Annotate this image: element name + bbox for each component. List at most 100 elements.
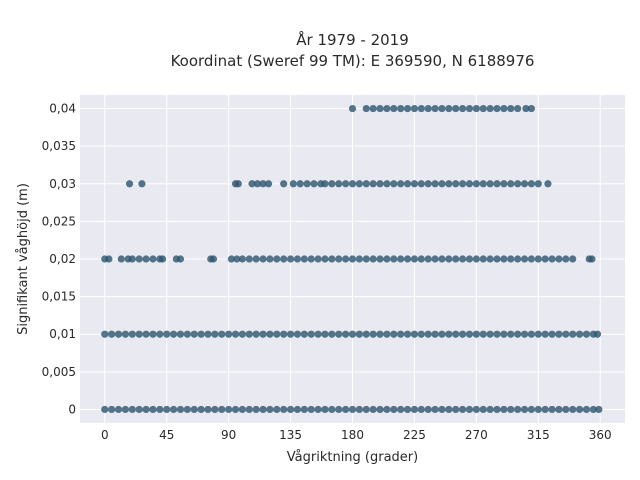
data-point (355, 255, 363, 263)
data-point (176, 330, 185, 338)
x-tick-label: 315 (527, 428, 550, 442)
data-point (273, 255, 281, 263)
data-point (417, 180, 425, 188)
data-point (259, 405, 267, 414)
data-point (424, 330, 432, 338)
data-point (548, 330, 556, 338)
data-point (479, 180, 487, 188)
data-point (286, 255, 295, 263)
data-point (362, 104, 370, 113)
data-point (142, 330, 150, 338)
data-point (273, 330, 281, 338)
data-point (211, 405, 219, 414)
data-point (465, 180, 474, 188)
data-point (459, 405, 467, 414)
data-point (362, 180, 370, 188)
data-point (266, 330, 274, 338)
data-point (307, 330, 315, 338)
data-point (417, 104, 425, 113)
y-tick-label: 0,02 (49, 252, 76, 266)
data-point (527, 104, 536, 113)
data-point (225, 330, 233, 338)
data-point (253, 180, 262, 188)
data-point (569, 330, 577, 338)
data-point (128, 405, 136, 414)
data-point (169, 405, 178, 414)
x-tick-label: 135 (279, 428, 302, 442)
y-tick-label: 0,015 (42, 290, 76, 304)
data-point (335, 330, 343, 338)
data-point (259, 180, 267, 188)
y-tick-label: 0,025 (42, 214, 76, 228)
data-point (183, 405, 191, 414)
data-point (445, 104, 453, 113)
data-point (431, 405, 439, 414)
data-point (452, 330, 460, 338)
data-point (342, 255, 350, 263)
data-point (158, 255, 167, 263)
data-point (369, 405, 377, 414)
data-point (472, 104, 480, 113)
data-point (293, 405, 302, 414)
data-point (342, 180, 350, 188)
data-point (397, 180, 405, 188)
data-point (348, 330, 357, 338)
data-point (289, 180, 297, 188)
data-point (280, 180, 288, 188)
data-point (445, 330, 453, 338)
data-point (438, 104, 446, 113)
data-point (266, 255, 274, 263)
data-point (105, 255, 113, 263)
data-point (465, 255, 474, 263)
data-point (245, 330, 253, 338)
data-point (108, 330, 116, 338)
data-point (121, 405, 130, 414)
data-point (321, 405, 329, 414)
data-point (493, 104, 501, 113)
data-point (527, 180, 536, 188)
data-point (135, 255, 143, 263)
data-point (286, 405, 295, 414)
data-point (397, 330, 405, 338)
data-point (183, 330, 191, 338)
data-point (296, 180, 304, 188)
data-point (445, 180, 453, 188)
data-point (328, 330, 336, 338)
data-point (125, 180, 134, 188)
data-point (307, 405, 315, 414)
data-point (534, 405, 542, 414)
data-point (431, 330, 439, 338)
data-point (522, 104, 530, 113)
data-point (541, 405, 549, 414)
data-point (121, 330, 130, 338)
data-point (245, 255, 253, 263)
data-point (424, 255, 432, 263)
data-point (534, 255, 542, 263)
data-point (507, 330, 515, 338)
data-point (280, 255, 288, 263)
data-point (204, 405, 212, 414)
data-point (472, 180, 480, 188)
data-point (507, 255, 515, 263)
data-point (527, 405, 536, 414)
data-point (163, 405, 171, 414)
data-point (493, 330, 501, 338)
data-point (342, 330, 350, 338)
data-point (135, 330, 143, 338)
data-point (575, 405, 584, 414)
data-point (197, 330, 205, 338)
data-point (431, 180, 439, 188)
x-tick-label: 360 (589, 428, 612, 442)
data-point (541, 255, 549, 263)
data-point (335, 180, 343, 188)
y-tick-labels: 0 0,005 0,01 0,015 0,02 0,025 0,03 0,035 0,04 (42, 102, 76, 417)
data-point (397, 255, 405, 263)
data-point (156, 330, 164, 338)
data-point (493, 180, 501, 188)
data-point (390, 255, 398, 263)
data-point (520, 180, 529, 188)
data-point (149, 405, 157, 414)
data-point (445, 255, 453, 263)
x-tick-labels: 0 45 90 135 180 225 270 315 360 (101, 428, 612, 442)
